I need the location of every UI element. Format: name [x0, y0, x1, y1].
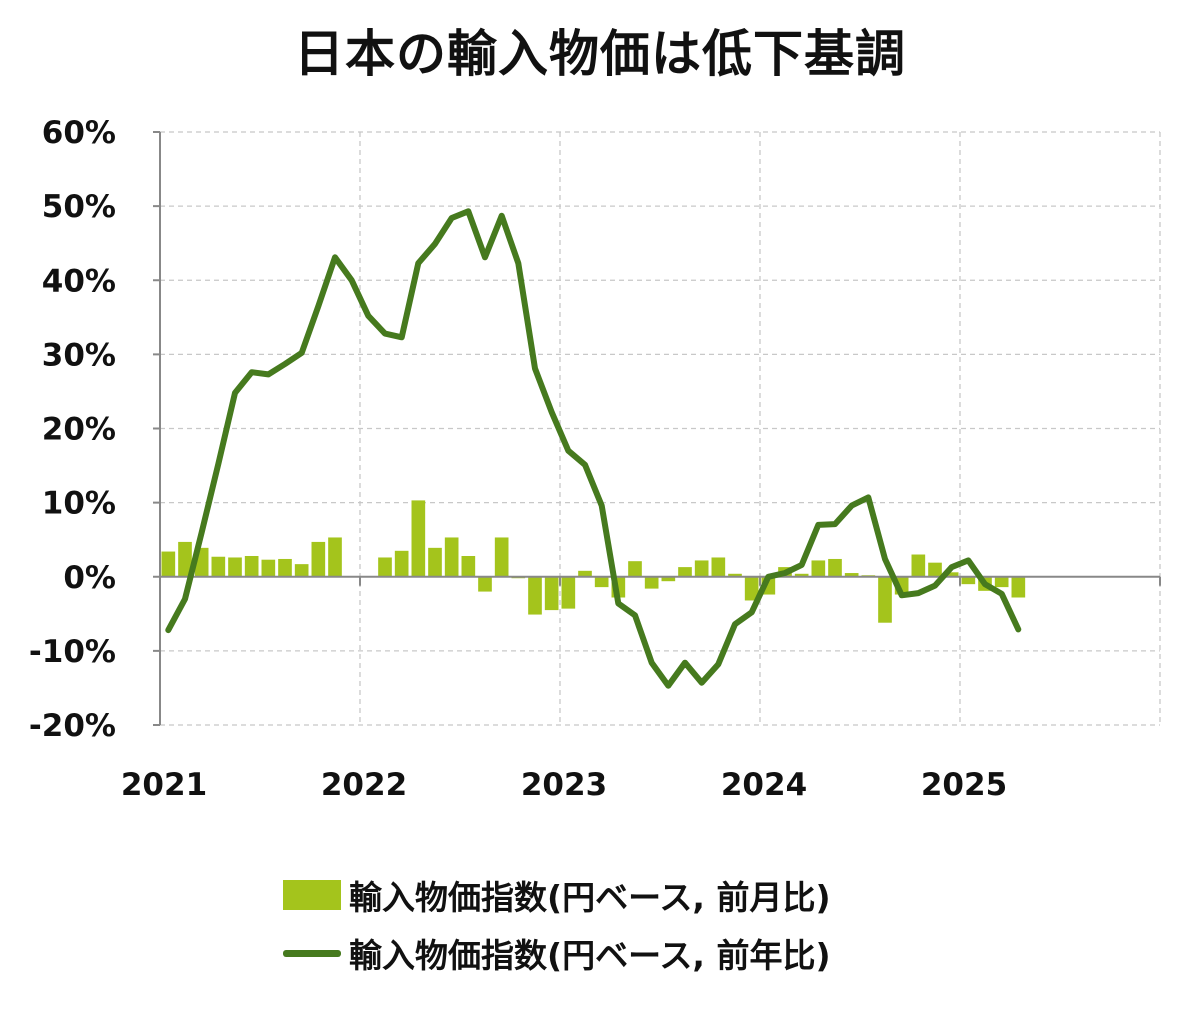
- bar: [811, 560, 826, 577]
- bar: [844, 573, 859, 577]
- y-tick-label: -10%: [29, 634, 116, 670]
- bar: [294, 564, 309, 577]
- bar: [394, 550, 409, 577]
- bar: [178, 541, 192, 577]
- bar: [278, 558, 292, 577]
- line-series: [165, 208, 1022, 689]
- x-tick-label: 2024: [721, 767, 807, 803]
- y-tick-label: 60%: [42, 115, 116, 151]
- bar: [161, 551, 176, 577]
- bar: [228, 557, 242, 577]
- bar: [711, 557, 726, 577]
- bar: [928, 562, 942, 577]
- bar: [311, 541, 326, 577]
- bar-series: [161, 500, 1026, 623]
- legend-item-bar: 輸入物価指数(円ベース, 前月比): [283, 866, 831, 924]
- bar: [578, 570, 592, 577]
- y-tick-label: -20%: [29, 708, 116, 744]
- bar: [444, 537, 459, 577]
- y-tick-label: 0%: [63, 560, 116, 596]
- bar: [478, 576, 492, 592]
- bar: [244, 555, 259, 577]
- x-tick-label: 2025: [921, 767, 1007, 803]
- x-tick-label: 2023: [521, 767, 607, 803]
- y-tick-label: 30%: [42, 337, 116, 373]
- bar: [494, 537, 509, 577]
- bar: [744, 576, 759, 601]
- bar: [211, 556, 226, 577]
- y-axis-ticks: 60% 50% 40% 30% 20% 10% 0% -10% -20%: [29, 115, 116, 744]
- bar: [878, 576, 892, 623]
- x-tick-label: 2022: [321, 767, 407, 803]
- chart-svg: 60%50%40%30%20%10%0%-10%-20% 2021 2022 202…: [29, 115, 1161, 803]
- y-tick-label: 40%: [42, 263, 116, 299]
- bar: [1011, 576, 1026, 598]
- bar: [261, 559, 276, 577]
- legend-bar-swatch: [283, 880, 341, 910]
- bar: [644, 576, 659, 589]
- bar: [678, 567, 692, 577]
- legend-bar-label: 輸入物価指数(円ベース, 前月比): [349, 878, 831, 917]
- x-tick-label: 2021: [121, 767, 207, 803]
- legend-item-line: 輸入物価指数(円ベース, 前年比): [283, 924, 831, 982]
- bar: [961, 576, 976, 585]
- zero-axis: [153, 131, 1161, 726]
- chart-title: 日本の輸入物価は低下基調: [294, 25, 906, 83]
- bar: [794, 573, 809, 577]
- gridlines: [160, 131, 1161, 726]
- y-tick-label: 50%: [42, 189, 116, 225]
- bar: [328, 537, 342, 577]
- bar: [694, 560, 709, 577]
- legend-line-label: 輸入物価指数(円ベース, 前年比): [349, 936, 831, 975]
- bar: [461, 555, 476, 577]
- y-tick-label: 20%: [42, 412, 116, 448]
- bar: [594, 576, 609, 588]
- bar: [378, 557, 392, 577]
- bar: [661, 576, 676, 582]
- legend-line-swatch: [283, 949, 341, 957]
- series-line: [165, 208, 1022, 689]
- x-axis-ticks: 2021 2022 2023 2024 2025: [121, 767, 1007, 803]
- bar: [828, 558, 842, 577]
- bar: [561, 576, 576, 609]
- bar: [544, 576, 559, 611]
- bar: [728, 573, 742, 577]
- bar: [528, 576, 542, 615]
- bar: [994, 576, 1009, 588]
- bar: [944, 572, 959, 577]
- y-tick-label: 10%: [42, 486, 116, 522]
- bar: [628, 561, 642, 577]
- bar: [911, 554, 926, 577]
- legend: 輸入物価指数(円ベース, 前月比) 輸入物価指数(円ベース, 前年比): [283, 866, 831, 982]
- bar: [411, 500, 426, 577]
- bar: [428, 547, 442, 577]
